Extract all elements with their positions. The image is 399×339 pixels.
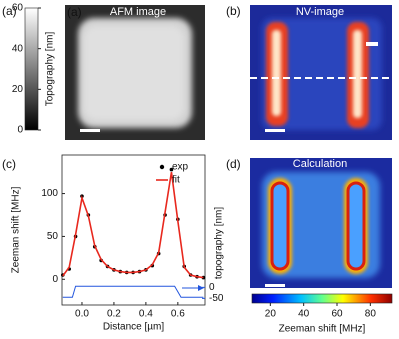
- data-line: [62, 285, 204, 298]
- legend-marker: [159, 164, 165, 170]
- panel-label: (c): [2, 157, 16, 171]
- colorbar-tick-label: 0: [17, 125, 23, 136]
- colorbar-tick-label: 40: [12, 43, 24, 54]
- legend-label: exp: [172, 162, 189, 173]
- y-tick-label: 0: [52, 274, 58, 285]
- calculation-image: [250, 158, 392, 288]
- panel-title: Calculation: [293, 158, 347, 170]
- colorbar-tick-label: 20: [12, 84, 24, 95]
- nv-image: [250, 5, 392, 140]
- colorbar-tick-label: 40: [298, 309, 310, 320]
- colorbar: [251, 293, 393, 304]
- plot-frame: [61, 154, 206, 306]
- y-tick-label: 100: [41, 188, 58, 199]
- y2-tick-label: 0: [209, 282, 215, 293]
- x-tick-label: 0.0: [75, 309, 89, 320]
- panel-title: NV-image: [296, 6, 344, 18]
- afm-image: [65, 5, 205, 140]
- x-tick-label: 0.4: [139, 309, 153, 320]
- y-axis-label: Zeeman shift [MHz]: [11, 186, 22, 273]
- colorbar-tick-label: 20: [265, 309, 277, 320]
- legend-label: fit: [172, 175, 180, 186]
- data-point: [169, 167, 174, 172]
- colorbar: [24, 7, 39, 131]
- panel-inner-label: (a): [67, 5, 82, 19]
- colorbar-tick-label: 60: [12, 3, 24, 14]
- y2-tick-label: -50: [209, 293, 224, 304]
- colorbar-tick-label: 80: [365, 309, 377, 320]
- panel-title: AFM image: [110, 6, 166, 18]
- panel-label: (b): [226, 4, 241, 18]
- colorbar-label: Zeeman shift [MHz]: [279, 324, 366, 335]
- y2-axis-label: topography [nm]: [214, 207, 225, 279]
- colorbar-label: Topography [nm]: [45, 32, 56, 107]
- x-tick-label: 0.2: [107, 309, 121, 320]
- data-line: [62, 172, 204, 279]
- colorbar-tick-label: 60: [331, 309, 343, 320]
- panel-label: (d): [226, 157, 241, 171]
- panel-label: (a): [2, 4, 17, 18]
- x-tick-label: 0.6: [171, 309, 185, 320]
- y-tick-label: 50: [47, 231, 59, 242]
- x-axis-label: Distance [µm]: [103, 322, 165, 333]
